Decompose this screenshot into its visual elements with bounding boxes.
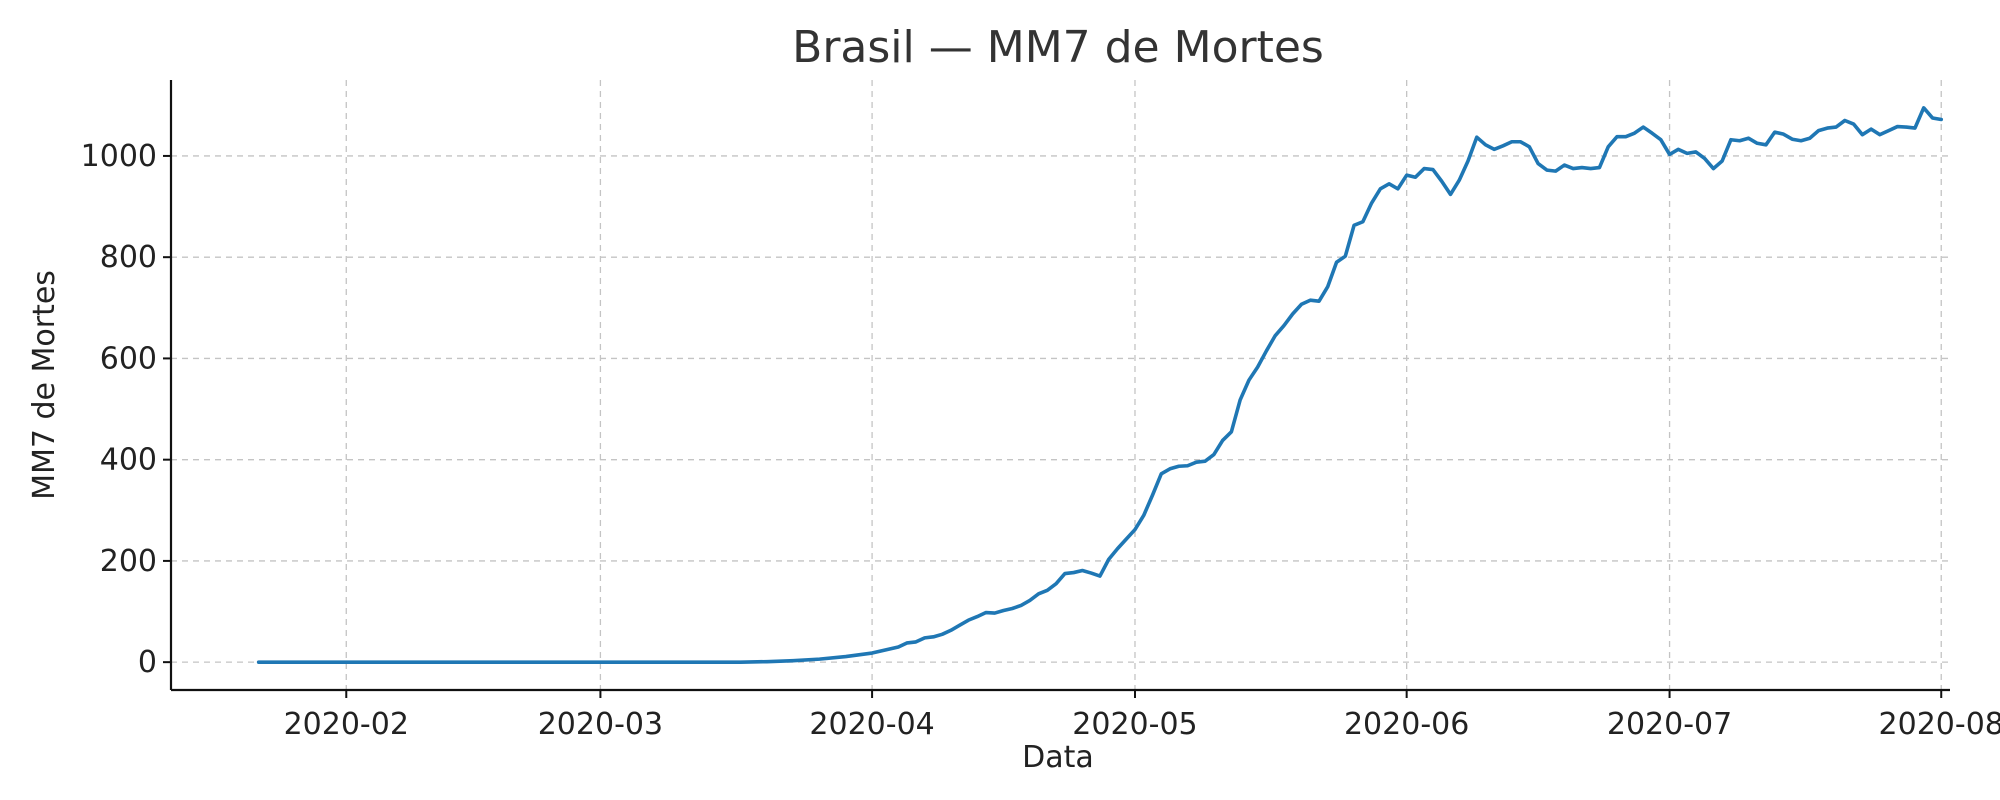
y-tick-label: 0 — [138, 645, 157, 680]
y-tick-label: 1000 — [81, 139, 157, 174]
y-axis-label: MM7 de Mortes — [27, 270, 62, 500]
x-tick-label: 2020-06 — [1344, 707, 1469, 742]
y-tick-label: 400 — [100, 443, 157, 478]
x-axis-label: Data — [1022, 740, 1094, 775]
grid — [171, 80, 1950, 690]
x-tick-label: 2020-04 — [809, 707, 934, 742]
x-tick-label: 2020-05 — [1072, 707, 1197, 742]
x-ticks: 2020-02 2020-03 2020-04 2020-05 2020-06 2020-… — [284, 690, 2000, 742]
y-tick-label: 600 — [100, 341, 157, 376]
series-line — [256, 106, 1944, 664]
y-tick-label: 200 — [100, 544, 157, 579]
x-tick-label: 2020-07 — [1607, 707, 1732, 742]
x-tick-label: 2020-08 — [1879, 707, 2000, 742]
y-ticks: 0 200 400 600 800 1000 — [81, 139, 171, 680]
y-tick-label: 800 — [100, 240, 157, 275]
chart-title: Brasil — MM7 de Mortes — [792, 22, 1324, 73]
series-layer — [256, 106, 1944, 664]
x-tick-label: 2020-03 — [538, 707, 663, 742]
x-tick-label: 2020-02 — [284, 707, 409, 742]
